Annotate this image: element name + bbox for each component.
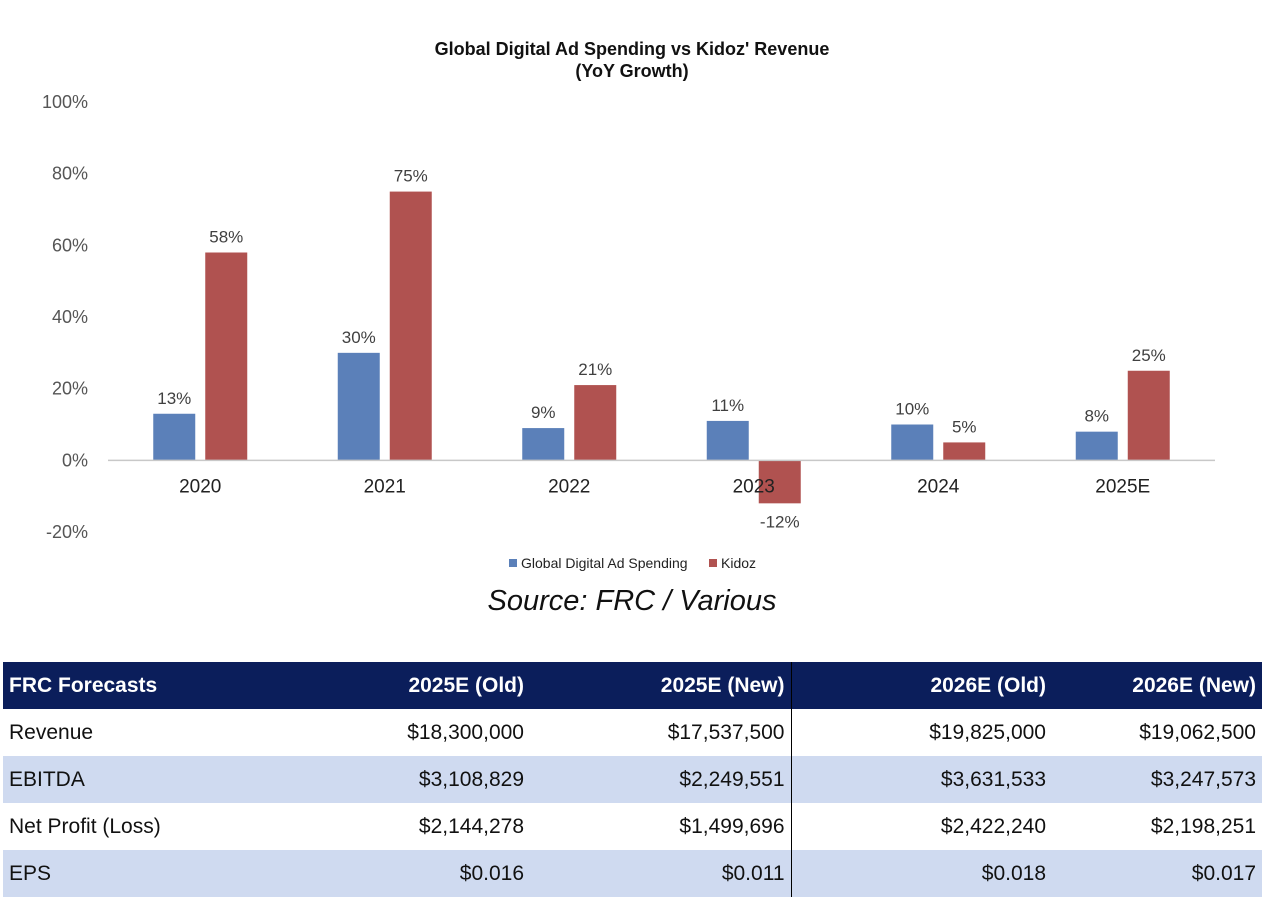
table-cell: $3,247,573 bbox=[1052, 756, 1262, 803]
table-row: EPS $0.016 $0.011 $0.018 $0.017 bbox=[3, 850, 1262, 897]
table-row: Net Profit (Loss) $2,144,278 $1,499,696 … bbox=[3, 803, 1262, 850]
y-tick-label: 0% bbox=[62, 450, 88, 470]
table-cell: $0.011 bbox=[530, 850, 792, 897]
y-tick-label: 40% bbox=[52, 307, 88, 327]
table-cell: $1,499,696 bbox=[530, 803, 792, 850]
bar bbox=[153, 413, 196, 461]
bar-chart: Global Digital Ad Spending vs Kidoz' Rev… bbox=[42, 39, 1215, 571]
data-label: -12% bbox=[760, 512, 800, 531]
data-label: 25% bbox=[1132, 346, 1166, 365]
table-header-row: FRC Forecasts 2025E (Old) 2025E (New) 20… bbox=[3, 662, 1262, 709]
data-label: 10% bbox=[895, 400, 929, 419]
x-tick-label: 2020 bbox=[179, 476, 221, 497]
table-cell: $19,825,000 bbox=[929, 720, 1046, 744]
legend-swatch bbox=[509, 559, 517, 567]
table-cell: $18,300,000 bbox=[407, 720, 524, 744]
row-label: Net Profit (Loss) bbox=[9, 814, 161, 838]
bar bbox=[205, 252, 248, 461]
data-label: 30% bbox=[342, 328, 376, 347]
table-cell: $2,144,278 bbox=[418, 814, 524, 838]
row-label: EPS bbox=[3, 850, 317, 897]
header-cell-label: FRC Forecasts bbox=[3, 662, 317, 709]
y-tick-label: 80% bbox=[52, 164, 88, 184]
bar-series: 13% 58% 30% 75% 9% 21% 11% -12% 10% 5% 8% 25% bbox=[153, 167, 1170, 531]
forecast-table: FRC Forecasts 2025E (Old) 2025E (New) 20… bbox=[3, 662, 1262, 897]
y-tick-label: -20% bbox=[46, 522, 88, 542]
data-label: 11% bbox=[711, 396, 744, 415]
source-caption: Source: FRC / Various bbox=[487, 585, 777, 617]
data-label: 75% bbox=[394, 167, 428, 186]
bar bbox=[758, 460, 801, 504]
table-cell: $0.017 bbox=[1052, 850, 1262, 897]
table-cell: $2,422,240 bbox=[940, 814, 1046, 838]
table-cell: $2,249,551 bbox=[530, 756, 792, 803]
table-cell: $3,108,829 bbox=[317, 756, 530, 803]
legend-label: Kidoz bbox=[721, 555, 756, 571]
table-cell: $19,062,500 bbox=[1139, 720, 1256, 744]
x-tick-label: 2021 bbox=[364, 476, 406, 497]
data-label: 13% bbox=[157, 389, 191, 408]
data-label: 21% bbox=[578, 360, 612, 379]
legend-swatch bbox=[709, 559, 717, 567]
data-label: 8% bbox=[1084, 407, 1109, 426]
x-tick-label: 2025E bbox=[1095, 476, 1150, 497]
bar bbox=[337, 352, 380, 461]
table-cell: $0.016 bbox=[317, 850, 530, 897]
bar bbox=[574, 385, 617, 461]
row-label: Revenue bbox=[9, 720, 94, 744]
y-tick-label: 100% bbox=[42, 92, 88, 112]
header-cell-2025e-new: 2025E (New) bbox=[530, 662, 792, 709]
chart-legend: Global Digital Ad Spending Kidoz bbox=[509, 555, 756, 571]
y-tick-label: 60% bbox=[52, 235, 88, 255]
table-row: Revenue $18,300,000 $17,537,500 $19,825,… bbox=[3, 709, 1262, 756]
chart-container: Global Digital Ad Spending vs Kidoz' Rev… bbox=[42, 39, 1215, 571]
legend-label: Global Digital Ad Spending bbox=[521, 555, 688, 571]
row-label: EBITDA bbox=[3, 756, 317, 803]
bar bbox=[389, 191, 432, 461]
chart-subtitle: (YoY Growth) bbox=[575, 61, 688, 81]
x-axis: 2020 2021 2022 2023 2024 2025E bbox=[179, 476, 1150, 497]
data-label: 58% bbox=[209, 228, 243, 247]
header-cell-2026e-old: 2026E (Old) bbox=[791, 662, 1052, 709]
table-cell: $3,631,533 bbox=[791, 756, 1052, 803]
chart-title: Global Digital Ad Spending vs Kidoz' Rev… bbox=[435, 39, 830, 59]
y-tick-label: 20% bbox=[52, 379, 88, 399]
table-cell: $2,198,251 bbox=[1150, 814, 1256, 838]
bar bbox=[943, 442, 986, 461]
table-cell: $0.018 bbox=[791, 850, 1052, 897]
x-tick-label: 2022 bbox=[548, 476, 590, 497]
table-cell: $17,537,500 bbox=[530, 709, 792, 756]
bar bbox=[1075, 431, 1118, 461]
data-label: 9% bbox=[531, 403, 556, 422]
x-tick-label: 2023 bbox=[733, 476, 775, 497]
bar bbox=[1127, 370, 1170, 461]
data-label: 5% bbox=[952, 417, 977, 436]
bar bbox=[706, 420, 749, 461]
table-row: EBITDA $3,108,829 $2,249,551 $3,631,533 … bbox=[3, 756, 1262, 803]
y-axis: 100% 80% 60% 40% 20% 0% -20% bbox=[42, 92, 88, 542]
x-tick-label: 2024 bbox=[917, 476, 960, 497]
header-cell-2026e-new: 2026E (New) bbox=[1052, 662, 1262, 709]
header-cell-2025e-old: 2025E (Old) bbox=[317, 662, 530, 709]
bar bbox=[522, 428, 565, 461]
bar bbox=[891, 424, 934, 461]
